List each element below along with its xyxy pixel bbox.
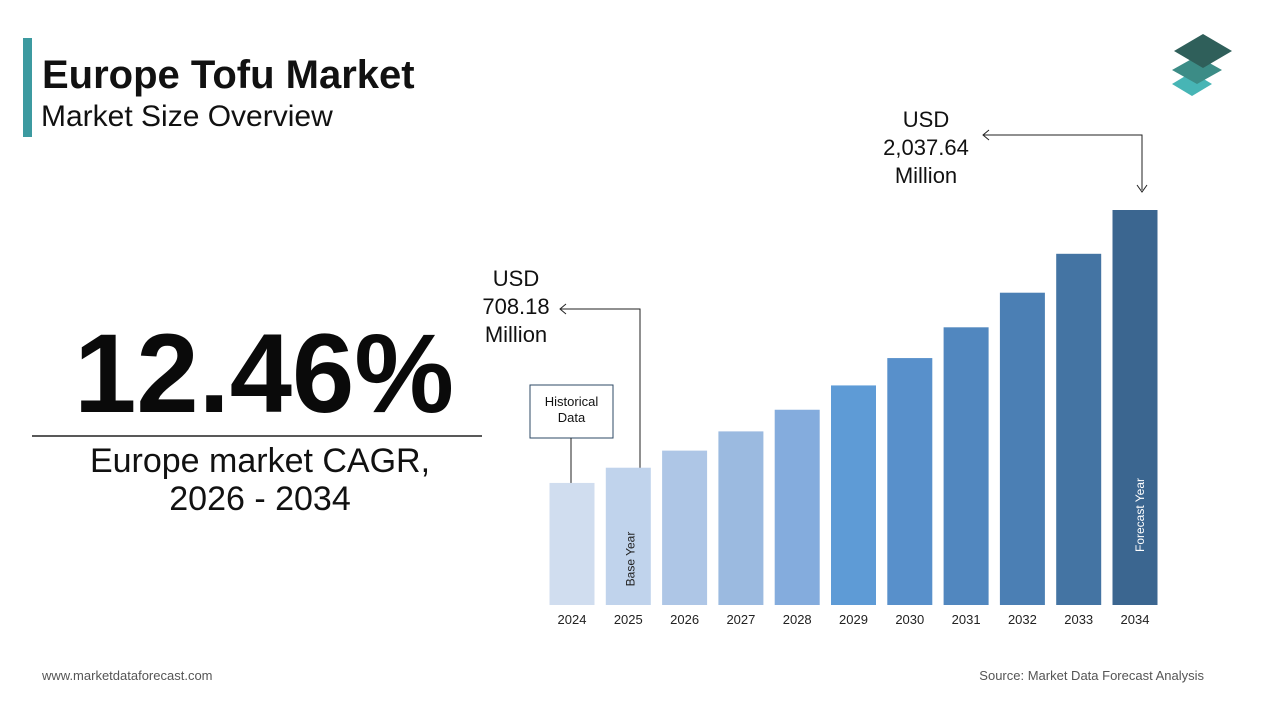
- cagr-caption-box: Europe market CAGR, 2026 - 2034: [89, 442, 431, 518]
- bar: [1056, 253, 1102, 605]
- bar: [943, 327, 989, 605]
- x-tick-label: 2026: [670, 612, 699, 627]
- subtitle: Market Size Overview: [41, 100, 333, 133]
- title: Europe Tofu Market: [42, 53, 415, 97]
- x-tick-label: 2034: [1121, 612, 1150, 627]
- base-year-label: Base Year: [623, 532, 637, 587]
- website: www.marketdataforecast.com: [41, 668, 213, 683]
- value-label: USD 2,037.64 Million: [883, 107, 969, 188]
- historical-box: [529, 384, 614, 439]
- x-tick-label: 2030: [895, 612, 924, 627]
- x-tick-label: 2025: [614, 612, 643, 627]
- x-tick-label: 2024: [558, 612, 587, 627]
- logo: [1172, 34, 1232, 96]
- x-tick-label: 2033: [1064, 612, 1093, 627]
- bar: [605, 467, 651, 605]
- value-label: USD 708.18 Million: [482, 266, 550, 347]
- cagr-figure: 12.46%: [74, 311, 454, 436]
- title-accent: [23, 38, 32, 137]
- x-tick-label: 2027: [726, 612, 755, 627]
- bar: [999, 292, 1045, 605]
- bar: [887, 358, 933, 605]
- bar: [774, 409, 820, 605]
- bar: [718, 431, 764, 605]
- x-tick-label: 2029: [839, 612, 868, 627]
- cagr-caption: Europe market CAGR, 2026 - 2034: [89, 442, 431, 518]
- historical-box-text: Historical Data: [544, 394, 599, 425]
- x-tick-label: 2032: [1008, 612, 1037, 627]
- bar: [662, 450, 708, 605]
- x-tick-label: 2031: [952, 612, 981, 627]
- forecast-year-label: Forecast Year: [1133, 478, 1147, 552]
- bar: [831, 385, 876, 605]
- x-tick-label: 2028: [783, 612, 812, 627]
- historical-label: Historical Data: [544, 394, 599, 425]
- bar: [1112, 210, 1158, 605]
- source: Source: Market Data Forecast Analysis: [979, 668, 1204, 683]
- bar: [549, 482, 595, 605]
